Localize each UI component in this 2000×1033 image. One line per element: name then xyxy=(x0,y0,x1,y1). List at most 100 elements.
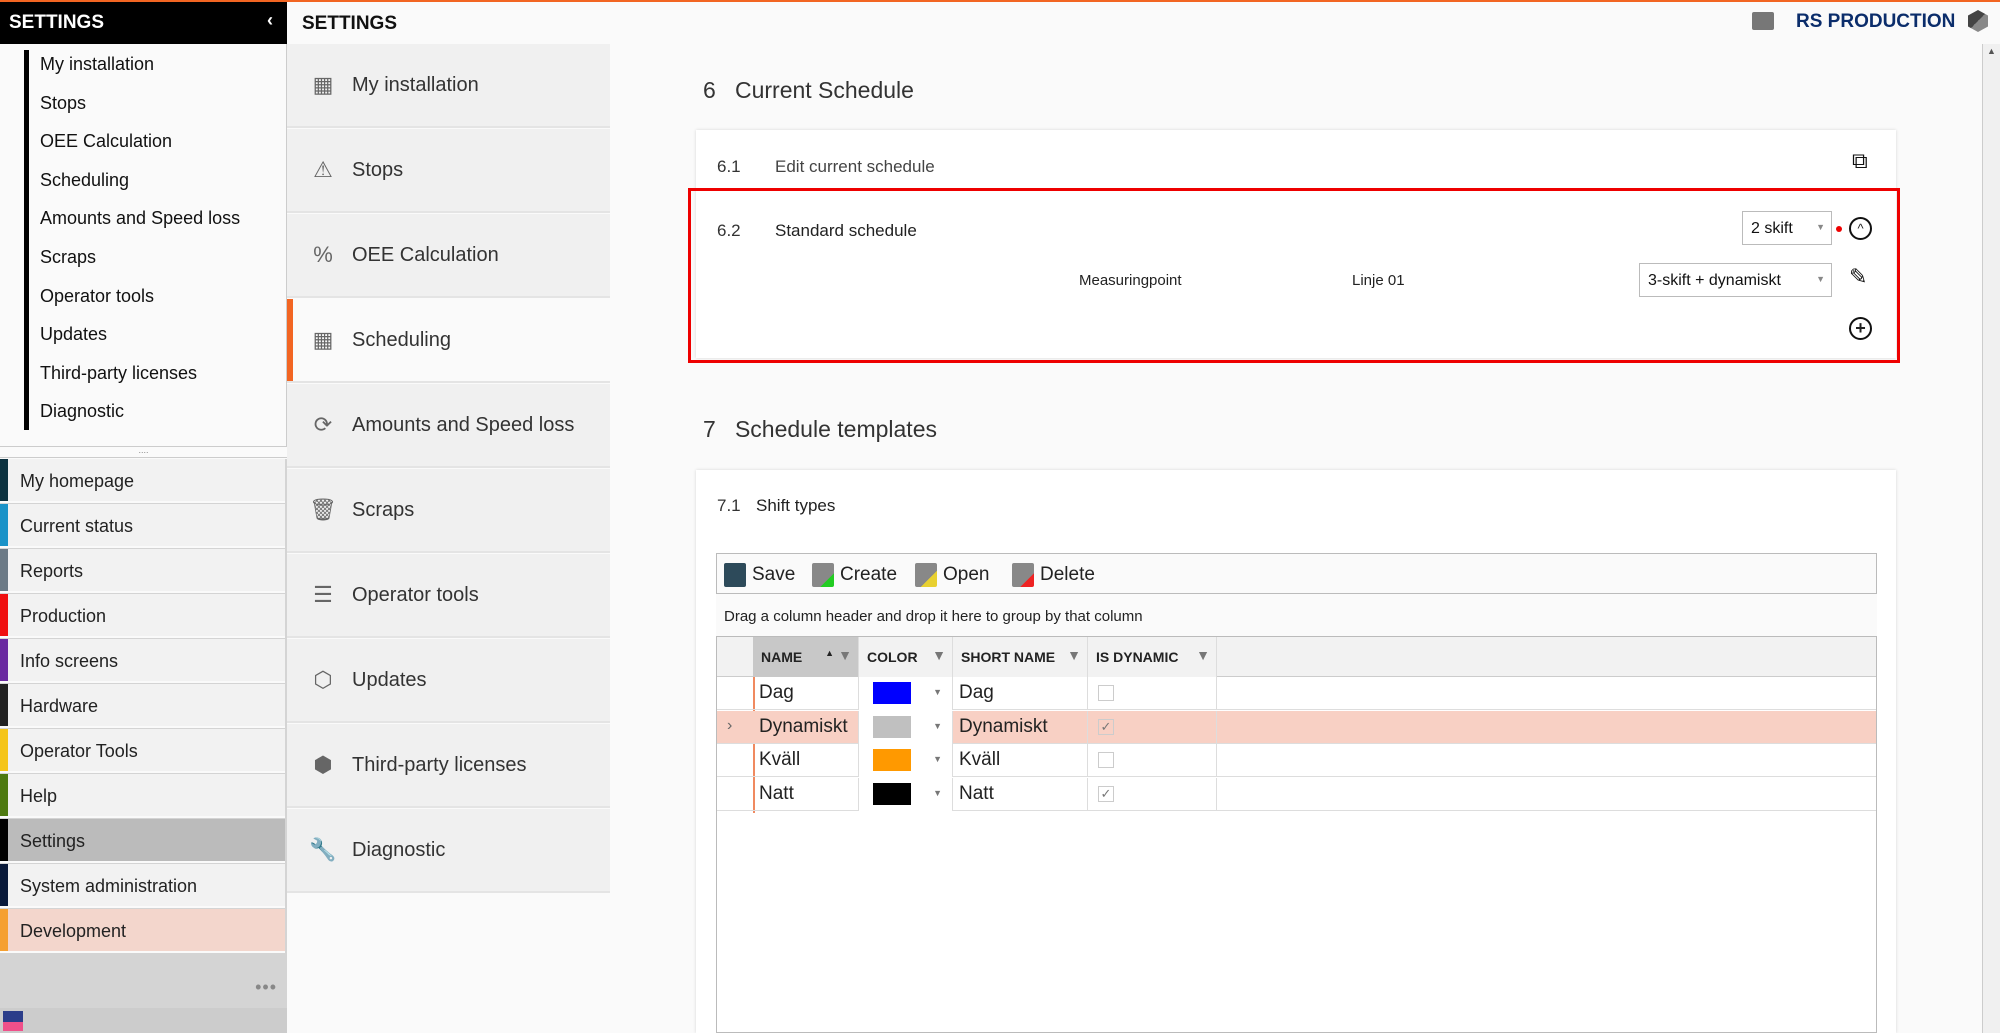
name-cell[interactable]: Kväll xyxy=(753,744,859,777)
table-row[interactable]: › Dynamiskt ▼ Dynamiskt ✓ xyxy=(717,710,1876,744)
category-my-installation[interactable]: ▦ My installation xyxy=(287,44,610,128)
nav-item-development[interactable]: Development xyxy=(0,909,285,953)
create-button[interactable]: Create xyxy=(812,563,897,587)
column-header[interactable]: NAME ▲ ▼ xyxy=(753,637,859,677)
short-name-cell[interactable]: Natt xyxy=(953,777,1088,811)
save-button[interactable]: Save xyxy=(724,563,795,587)
nav-color-bar xyxy=(0,909,8,951)
measuringpoint-schedule-select[interactable]: 3-skift + dynamiskt ▼ xyxy=(1639,263,1832,297)
nav-item-reports[interactable]: Reports xyxy=(0,549,285,593)
color-picker[interactable]: ▼ xyxy=(859,744,953,777)
scroll-up-icon[interactable]: ▲ xyxy=(1987,46,1996,56)
dropdown-arrow-icon: ▼ xyxy=(1816,274,1825,284)
submenu-item[interactable]: Updates xyxy=(40,324,108,345)
submenu-item[interactable]: Stops xyxy=(40,92,87,113)
is-dynamic-checkbox[interactable]: ✓ xyxy=(1098,785,1114,802)
submenu-item[interactable]: Scheduling xyxy=(40,169,130,190)
collapse-up-icon[interactable]: ^ xyxy=(1849,217,1872,240)
language-flag-icon[interactable] xyxy=(3,1011,23,1031)
submenu-item[interactable]: Scraps xyxy=(40,247,97,267)
nav-item-settings[interactable]: Settings xyxy=(0,819,285,863)
resize-handle[interactable]: .... xyxy=(0,446,287,458)
filter-icon[interactable]: ▼ xyxy=(838,647,852,663)
more-icon[interactable]: ••• xyxy=(255,977,277,997)
is-dynamic-checkbox[interactable] xyxy=(1098,685,1114,701)
nav-item-operator-tools[interactable]: Operator Tools xyxy=(0,729,285,773)
submenu-item[interactable]: OEE Calculation xyxy=(40,131,173,152)
group-panel[interactable]: Drag a column header and drop it here to… xyxy=(716,594,1877,636)
short-name-cell[interactable]: Dag xyxy=(953,677,1088,710)
delete-button[interactable]: Delete xyxy=(1012,563,1095,587)
document-search-icon: ☰ xyxy=(313,582,333,607)
delete-document-icon xyxy=(1012,563,1034,587)
filter-icon[interactable]: ▼ xyxy=(932,647,946,663)
chevron-left-icon[interactable]: ‹ xyxy=(267,10,273,30)
open-button[interactable]: Open xyxy=(915,563,989,587)
column-header[interactable]: COLOR ▼ xyxy=(859,637,953,677)
color-picker[interactable]: ▼ xyxy=(859,777,953,811)
is-dynamic-cell: ✓ xyxy=(1088,777,1217,811)
measuringpoint-value: Linje 01 xyxy=(1352,272,1405,289)
vertical-scrollbar[interactable]: ▲ xyxy=(1982,44,2000,1033)
category-label: OEE Calculation xyxy=(352,244,499,266)
nav-item-production[interactable]: Production xyxy=(0,594,285,638)
nav-item-current-status[interactable]: Current status xyxy=(0,504,285,548)
create-label: Create xyxy=(840,564,898,586)
color-picker[interactable]: ▼ xyxy=(859,710,953,744)
active-indicator xyxy=(287,299,293,381)
table-row[interactable]: Dag ▼ Dag xyxy=(717,677,1876,710)
sidebar-title: SETTINGS xyxy=(9,12,105,33)
sort-asc-icon[interactable]: ▲ xyxy=(825,648,834,658)
nav-item-hardware[interactable]: Hardware xyxy=(0,684,285,728)
color-picker[interactable]: ▼ xyxy=(859,677,953,710)
category-diagnostic[interactable]: 🔧 Diagnostic xyxy=(287,809,610,893)
nav-item-my-homepage[interactable]: My homepage xyxy=(0,459,285,503)
column-header[interactable]: IS DYNAMIC ▼ xyxy=(1088,637,1217,677)
short-name-cell[interactable]: Dynamiskt xyxy=(953,710,1088,744)
name-cell[interactable]: Dynamiskt xyxy=(753,710,859,744)
category-amounts-and-speed-loss[interactable]: ⟳ Amounts and Speed loss xyxy=(287,384,610,468)
submenu-item[interactable]: Diagnostic xyxy=(40,401,125,422)
nav-label: My homepage xyxy=(20,471,135,491)
name-cell[interactable]: Natt xyxy=(753,777,859,811)
short-name-cell[interactable]: Kväll xyxy=(953,744,1088,777)
submenu-item[interactable]: Operator tools xyxy=(40,285,155,306)
external-link-icon[interactable]: ⧉ xyxy=(1852,148,1868,173)
dropdown-arrow-icon: ▼ xyxy=(1816,222,1825,232)
category-third-party-licenses[interactable]: ⬢ Third-party licenses xyxy=(287,724,610,808)
nav-color-bar xyxy=(0,504,8,546)
chat-icon[interactable] xyxy=(1752,12,1774,30)
top-header xyxy=(287,2,2000,44)
nav-color-bar xyxy=(0,864,8,906)
column-header[interactable]: SHORT NAME ▼ xyxy=(953,637,1088,677)
add-circle-icon[interactable]: + xyxy=(1849,317,1872,340)
table-row[interactable]: Natt ▼ Natt ✓ xyxy=(717,777,1876,811)
filter-icon[interactable]: ▼ xyxy=(1067,647,1081,663)
category-scheduling[interactable]: ▦ Scheduling xyxy=(287,299,610,383)
submenu-item[interactable]: Third-party licenses xyxy=(40,362,198,383)
schedule-select[interactable]: 2 skift ▼ xyxy=(1742,211,1832,245)
is-dynamic-checkbox[interactable] xyxy=(1098,752,1114,768)
refresh-icon: ⟳ xyxy=(313,412,333,437)
color-swatch xyxy=(873,782,911,805)
category-stops[interactable]: ⚠ Stops xyxy=(287,129,610,213)
category-operator-tools[interactable]: ☰ Operator tools xyxy=(287,554,610,638)
nav-item-system-administration[interactable]: System administration xyxy=(0,864,285,908)
section-number: 7 xyxy=(703,416,716,442)
filter-icon[interactable]: ▼ xyxy=(1196,647,1210,663)
category-updates[interactable]: ⬡ Updates xyxy=(287,639,610,723)
submenu-item[interactable]: Amounts and Speed loss xyxy=(40,208,241,229)
nav-label: Production xyxy=(20,606,107,626)
nav-item-info-screens[interactable]: Info screens xyxy=(0,639,285,683)
category-oee-calculation[interactable]: % OEE Calculation xyxy=(287,214,610,298)
row-number: 6.1 xyxy=(717,157,741,176)
pencil-icon[interactable]: ✎ xyxy=(1849,264,1868,289)
name-cell[interactable]: Dag xyxy=(753,677,859,710)
table-row[interactable]: Kväll ▼ Kväll xyxy=(717,744,1876,777)
nav-label: Help xyxy=(20,786,58,806)
is-dynamic-checkbox[interactable]: ✓ xyxy=(1098,718,1114,735)
category-scraps[interactable]: 🗑 Scraps xyxy=(287,469,610,553)
select-value: 3-skift + dynamiskt xyxy=(1648,272,1781,289)
submenu-item[interactable]: My installation xyxy=(40,54,155,74)
nav-item-help[interactable]: Help xyxy=(0,774,285,818)
